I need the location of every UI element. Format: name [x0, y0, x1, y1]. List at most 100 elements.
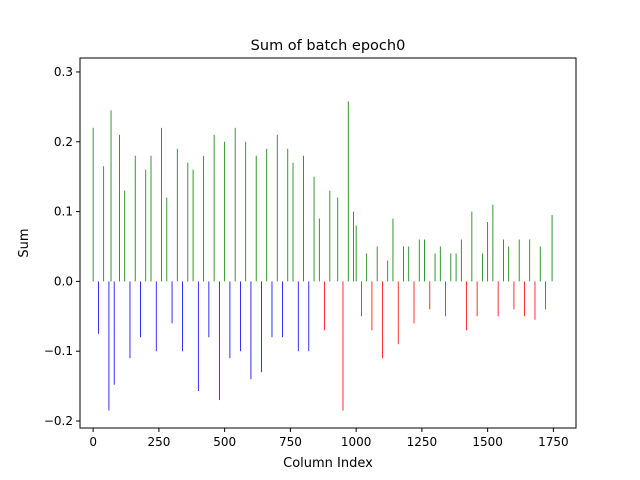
bar — [282, 281, 283, 338]
bar — [450, 253, 452, 282]
bar — [119, 134, 120, 282]
x-tick-label: 0 — [89, 435, 97, 449]
bar — [534, 281, 536, 320]
bar — [492, 204, 494, 282]
bar — [98, 281, 99, 334]
bar — [218, 281, 220, 401]
y-axis-ticks: −0.2 −0.1 0.0 0.1 0.2 0.3 — [44, 65, 80, 428]
bar — [113, 281, 115, 385]
bar — [208, 281, 210, 338]
bar — [413, 281, 415, 324]
bar — [276, 134, 278, 282]
bar — [110, 110, 112, 282]
bar — [124, 190, 126, 282]
bar — [129, 281, 131, 359]
x-axis-label: Column Index — [283, 456, 373, 471]
bar — [203, 155, 205, 282]
bar — [234, 127, 236, 282]
bar — [140, 281, 141, 338]
bar — [261, 281, 262, 373]
bar — [271, 281, 273, 338]
bar — [308, 281, 310, 352]
bar — [471, 211, 473, 282]
plot-frame — [79, 57, 577, 429]
bar — [513, 281, 515, 310]
bar — [371, 281, 373, 331]
bar — [392, 218, 394, 282]
bar — [376, 246, 378, 282]
bar — [324, 281, 325, 331]
bar — [197, 281, 199, 391]
bar — [434, 253, 436, 282]
bar — [161, 127, 162, 282]
bar — [455, 253, 457, 282]
bar — [292, 162, 294, 282]
y-tick-label: 0.0 — [54, 274, 73, 288]
bars-group — [92, 101, 553, 411]
bar — [329, 190, 331, 282]
bar — [460, 239, 462, 282]
bar — [250, 281, 252, 380]
bar — [134, 155, 136, 282]
bar — [481, 253, 483, 282]
bar — [192, 169, 194, 282]
bar — [355, 225, 357, 282]
bar — [466, 281, 467, 331]
bar — [487, 222, 489, 282]
x-tick-label: 250 — [147, 435, 170, 449]
bar — [382, 281, 383, 359]
bar — [524, 281, 525, 317]
bar — [155, 281, 157, 352]
x-tick-label: 1750 — [538, 435, 569, 449]
bar — [476, 281, 478, 317]
bar — [245, 141, 247, 282]
bar — [424, 239, 425, 282]
bar — [366, 253, 368, 282]
y-axis-label: Sum — [17, 228, 32, 257]
bar — [240, 281, 241, 352]
bar — [545, 281, 546, 310]
bar — [508, 246, 510, 282]
bar — [303, 155, 304, 282]
bar — [187, 162, 189, 282]
bar — [287, 148, 289, 282]
bar — [403, 246, 404, 282]
bar — [418, 239, 420, 282]
bar — [342, 281, 344, 411]
bar — [387, 260, 389, 282]
bar — [266, 148, 268, 282]
bar — [103, 166, 105, 282]
bar — [145, 169, 147, 282]
y-tick-label: −0.1 — [44, 344, 73, 358]
bar — [360, 281, 362, 317]
bar — [551, 215, 553, 282]
bar — [539, 246, 541, 282]
bar — [213, 134, 215, 282]
bar — [347, 101, 349, 282]
bar — [318, 218, 320, 282]
x-tick-label: 1250 — [407, 435, 438, 449]
y-tick-label: 0.3 — [54, 65, 73, 79]
bar — [518, 239, 520, 282]
bar — [529, 239, 531, 282]
y-tick-label: 0.2 — [54, 135, 73, 149]
bar — [408, 246, 410, 282]
x-tick-label: 750 — [279, 435, 302, 449]
bar — [337, 197, 339, 282]
bar — [255, 155, 257, 282]
bar — [503, 239, 504, 282]
bar — [108, 281, 110, 411]
bar — [313, 176, 315, 282]
x-tick-label: 500 — [213, 435, 236, 449]
bar — [497, 281, 499, 317]
x-axis-ticks: 0 250 500 750 1000 1250 1500 1750 — [89, 428, 569, 449]
y-tick-label: −0.2 — [44, 414, 73, 428]
bar — [176, 148, 178, 282]
bar — [92, 127, 94, 282]
bar — [429, 281, 431, 310]
bar — [171, 281, 173, 324]
bar — [166, 197, 168, 282]
bar — [229, 281, 231, 359]
